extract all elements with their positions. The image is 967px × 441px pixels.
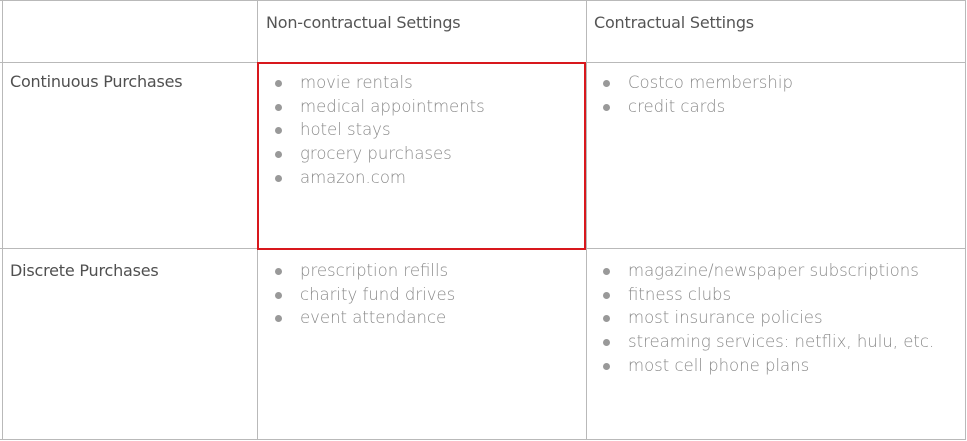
list-item: hotel stays <box>271 118 485 142</box>
list-item-text: event attendance <box>300 308 447 328</box>
list-item-text: movie rentals <box>300 73 413 92</box>
list-item: most cell phone plans <box>599 354 934 378</box>
list-item-text: amazon.com <box>300 167 406 187</box>
table-border-top <box>0 0 966 1</box>
table-border-left <box>2 0 3 440</box>
list-item: medical appointments <box>271 95 485 119</box>
continuous-non-contractual-list: movie rentals medical appointments hotel… <box>271 71 485 189</box>
list-item: grocery purchases <box>271 142 485 166</box>
list-item: fitness clubs <box>599 283 934 307</box>
bullet-icon <box>275 103 282 111</box>
table-border-bottom <box>0 439 966 440</box>
header-non-contractual: Non-contractual Settings <box>266 13 461 32</box>
list-item: most insurance policies <box>599 306 934 330</box>
list-item: prescription refills <box>271 259 455 283</box>
header-contractual: Contractual Settings <box>594 13 754 32</box>
list-item-text: prescription refills <box>300 261 449 280</box>
table-border-right <box>965 0 966 440</box>
bullet-icon <box>275 315 282 323</box>
list-item: charity fund drives <box>271 283 455 307</box>
list-item: amazon.com <box>271 166 485 190</box>
bullet-icon <box>275 127 282 135</box>
list-item-text: credit cards <box>628 96 726 116</box>
continuous-contractual-list: Costco membership credit cards <box>599 71 793 118</box>
highlight-box <box>257 62 586 250</box>
list-item: movie rentals <box>271 71 485 95</box>
list-item-text: grocery purchases <box>300 144 452 164</box>
discrete-non-contractual-list: prescription refills charity fund drives… <box>271 259 455 330</box>
row-label-continuous: Continuous Purchases <box>10 72 183 91</box>
bullet-icon <box>603 291 610 299</box>
discrete-contractual-list: magazine/newspaper subscriptions fitness… <box>599 259 934 377</box>
list-item-text: most cell phone plans <box>628 355 810 375</box>
list-item: event attendance <box>271 306 455 330</box>
list-item-text: streaming services: netflix, hulu, etc. <box>628 332 935 352</box>
bullet-icon <box>603 267 610 275</box>
bullet-icon <box>603 79 610 87</box>
bullet-icon <box>603 103 610 111</box>
list-item-text: medical appointments <box>300 96 485 116</box>
list-item: Costco membership <box>599 71 793 95</box>
row-label-discrete: Discrete Purchases <box>10 261 159 280</box>
list-item: credit cards <box>599 95 793 119</box>
list-item-text: hotel stays <box>300 120 391 140</box>
list-item-text: magazine/newspaper subscriptions <box>628 261 919 280</box>
bullet-icon <box>275 267 282 275</box>
bullet-icon <box>275 174 282 182</box>
bullet-icon <box>275 291 282 299</box>
column-divider-2 <box>586 0 587 440</box>
list-item: magazine/newspaper subscriptions <box>599 259 934 283</box>
list-item-text: Costco membership <box>628 73 793 92</box>
list-item-text: most insurance policies <box>628 308 823 328</box>
bullet-icon <box>275 150 282 158</box>
bullet-icon <box>603 315 610 323</box>
list-item-text: fitness clubs <box>628 284 732 304</box>
bullet-icon <box>603 362 610 370</box>
bullet-icon <box>275 79 282 87</box>
list-item-text: charity fund drives <box>300 284 456 304</box>
bullet-icon <box>603 338 610 346</box>
list-item: streaming services: netflix, hulu, etc. <box>599 330 934 354</box>
